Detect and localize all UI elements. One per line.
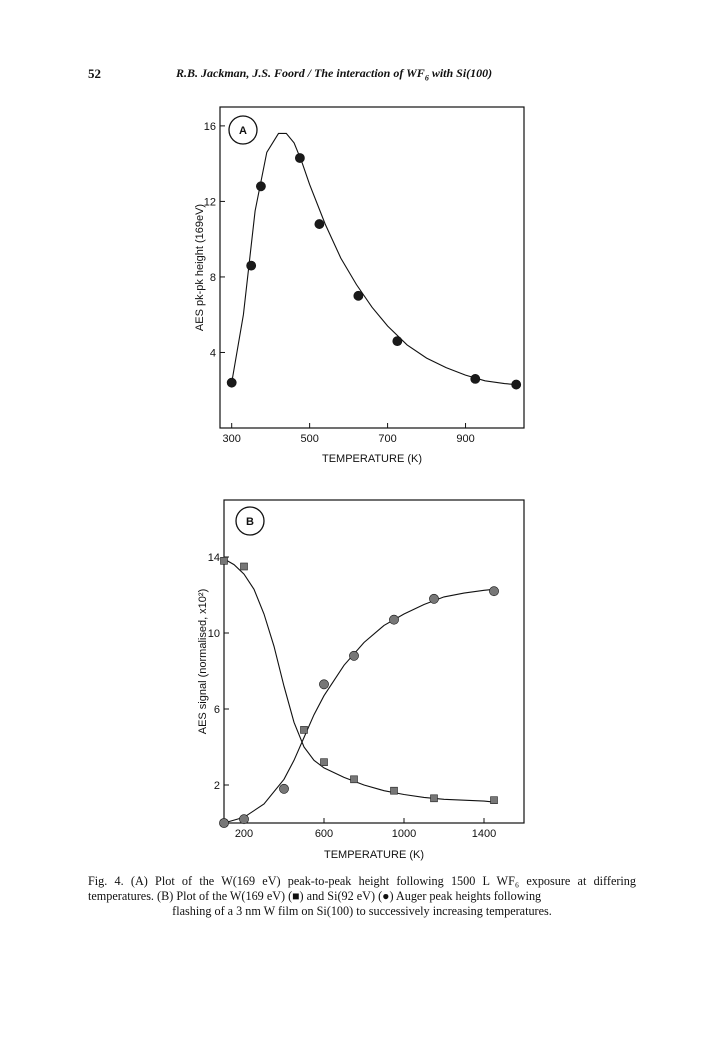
y-axis-label: AES signal (normalised, x10²) (197, 589, 209, 735)
page-number: 52 (88, 66, 101, 81)
data-point-series-1 (314, 219, 325, 229)
data-point-si-92-ev- (319, 679, 329, 690)
data-point-si-92-ev- (349, 650, 359, 661)
panel-label: B (246, 516, 254, 528)
data-point-series-1 (256, 181, 266, 192)
chart-b: B 200 600 1000 1400 2 6 10 14 TEMPERATURE (K) AES … (197, 499, 525, 861)
running-head-tail: with Si(100) (428, 66, 493, 80)
data-point-series-1 (511, 379, 522, 390)
data-point-w-169-ev- (300, 726, 308, 734)
x-tick-label: 1400 (472, 828, 496, 840)
data-point-w-169-ev- (240, 562, 248, 571)
caption-line-1: Fig. 4. (A) Plot of the W(169 eV) peak-t… (88, 874, 636, 888)
data-point-si-92-ev- (219, 818, 229, 828)
data-point-w-169-ev- (490, 796, 498, 805)
x-tick-label: 200 (235, 828, 253, 840)
data-point-w-169-ev- (220, 556, 228, 565)
data-point-w-169-ev- (320, 758, 328, 767)
data-point-si-92-ev- (429, 593, 439, 604)
running-head: R.B. Jackman, J.S. Foord / The interacti… (176, 66, 492, 82)
data-point-si-92-ev- (279, 783, 289, 794)
page-header: 52 R.B. Jackman, J.S. Foord / The intera… (0, 66, 720, 86)
data-point-series-1 (226, 377, 237, 388)
fit-curve-2 (223, 588, 495, 824)
chart-a: A 300 500 700 900 4 8 12 16 TEMPERATURE (K) AES pk… (194, 106, 525, 465)
y-tick-label: 6 (214, 704, 220, 716)
running-head-text: R.B. Jackman, J.S. Foord / The interacti… (176, 66, 425, 80)
x-tick-label: 1000 (392, 828, 416, 840)
y-tick-label: 10 (208, 628, 220, 640)
y-tick-label: 16 (204, 121, 216, 133)
figure-4: A 300 500 700 900 4 8 12 16 TEMPERATURE (K) AES pk… (194, 106, 525, 861)
data-point-w-169-ev- (430, 794, 438, 803)
figure-caption: Fig. 4. (A) Plot of the W(169 eV) peak-t… (88, 874, 636, 919)
data-point-si-92-ev- (389, 614, 399, 625)
data-point-series-1 (392, 336, 403, 347)
plot-frame (223, 499, 525, 824)
running-head-subscript: 6 (424, 73, 429, 83)
x-tick-label: 700 (378, 433, 396, 445)
data-point-si-92-ev- (239, 814, 249, 825)
x-tick-label: 900 (456, 433, 474, 445)
caption-line-3: flashing of a 3 nm W film on Si(100) to … (172, 904, 552, 918)
plot-frame (219, 106, 525, 429)
panel-label-circle (228, 115, 258, 145)
y-tick-label: 12 (204, 196, 216, 208)
y-tick-label: 2 (214, 780, 220, 792)
y-axis-label: AES pk-pk height (169eV) (194, 204, 206, 331)
y-tick-label: 4 (210, 347, 216, 359)
x-axis-label: TEMPERATURE (K) (322, 453, 422, 465)
data-point-si-92-ev- (489, 586, 499, 597)
data-point-series-1 (246, 260, 257, 271)
data-point-w-169-ev- (390, 786, 398, 795)
data-point-series-1 (353, 290, 364, 301)
fit-curve-1 (231, 132, 517, 386)
data-point-series-1 (470, 374, 481, 384)
x-axis-label: TEMPERATURE (K) (324, 849, 424, 861)
x-tick-label: 500 (300, 433, 318, 445)
data-point-series-1 (294, 153, 305, 163)
data-point-w-169-ev- (350, 775, 358, 784)
caption-line-2: temperatures. (B) Plot of the W(169 eV) … (88, 889, 542, 903)
y-tick-label: 8 (210, 272, 216, 284)
panel-label-circle (235, 506, 265, 536)
y-tick-label: 14 (208, 552, 220, 564)
x-tick-label: 600 (315, 828, 333, 840)
x-tick-label: 300 (223, 433, 241, 445)
fit-curve-1 (223, 558, 495, 803)
panel-label: A (239, 125, 247, 137)
